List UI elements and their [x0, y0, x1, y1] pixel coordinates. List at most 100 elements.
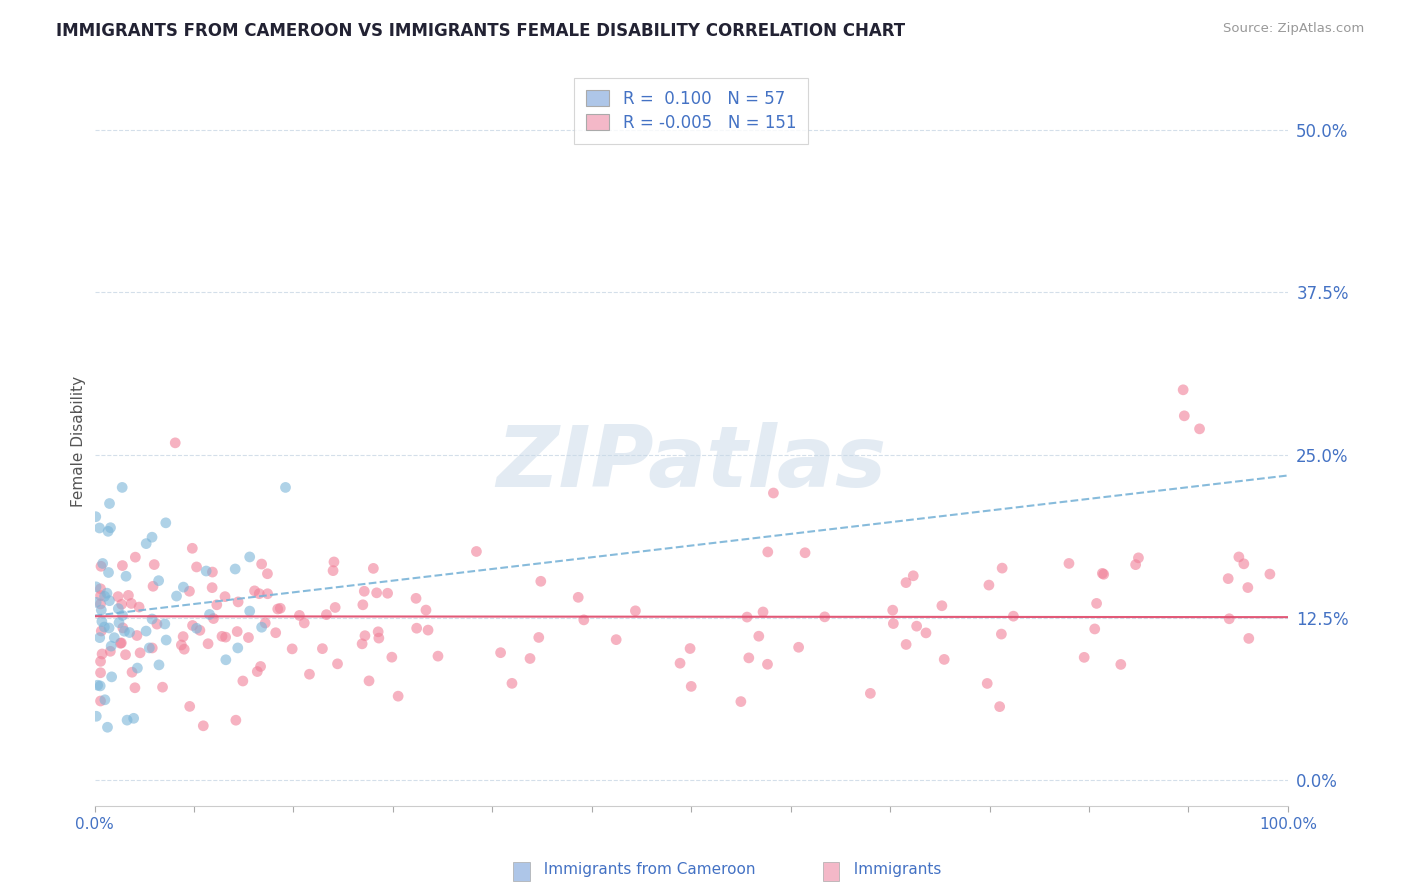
Point — [186, 560, 208, 574]
Point — [226, 595, 249, 609]
Point — [135, 624, 157, 638]
Point — [1237, 581, 1260, 595]
Point — [681, 680, 703, 694]
Point — [905, 619, 928, 633]
Point — [605, 632, 627, 647]
Point — [367, 624, 389, 639]
Point — [250, 620, 273, 634]
Point — [211, 629, 233, 643]
Point — [748, 629, 770, 643]
Point — [934, 652, 956, 666]
Point — [202, 611, 225, 625]
Point — [567, 591, 589, 605]
Point — [405, 621, 427, 635]
Point — [323, 600, 346, 615]
Point — [1218, 612, 1240, 626]
Point — [311, 641, 333, 656]
Point — [256, 587, 278, 601]
Point — [298, 667, 321, 681]
Point — [894, 637, 917, 651]
Text: Immigrants from Cameroon: Immigrants from Cameroon — [534, 863, 756, 877]
Point — [179, 699, 201, 714]
Point — [977, 578, 1000, 592]
Point — [111, 480, 134, 494]
Point — [98, 496, 121, 510]
Point — [170, 638, 193, 652]
Point — [226, 624, 249, 639]
Point — [988, 699, 1011, 714]
Point — [976, 676, 998, 690]
Point — [148, 657, 170, 672]
Point — [91, 647, 114, 661]
Point — [100, 521, 122, 535]
Point — [903, 568, 925, 582]
Point — [111, 608, 134, 623]
Point — [738, 651, 761, 665]
Point — [1227, 549, 1250, 564]
Point — [98, 593, 121, 607]
Point — [465, 544, 488, 558]
Y-axis label: Female Disability: Female Disability — [72, 376, 86, 508]
Point — [93, 590, 115, 604]
Point — [679, 641, 702, 656]
Point — [214, 630, 236, 644]
Point — [247, 587, 270, 601]
Point — [124, 550, 146, 565]
Point — [1092, 567, 1115, 582]
Point — [103, 631, 125, 645]
Point — [96, 586, 118, 600]
Point — [146, 617, 169, 632]
Text: Source: ZipAtlas.com: Source: ZipAtlas.com — [1223, 22, 1364, 36]
Point — [352, 598, 374, 612]
Point — [125, 628, 148, 642]
Point — [787, 640, 810, 655]
Point — [84, 709, 107, 723]
Point — [115, 569, 138, 583]
Text: Immigrants: Immigrants — [844, 863, 941, 877]
Point — [98, 621, 121, 635]
Point — [256, 566, 278, 581]
Point — [357, 673, 380, 688]
Point — [269, 601, 291, 615]
Point — [205, 598, 228, 612]
Point — [381, 650, 404, 665]
Point — [405, 591, 427, 606]
Point — [527, 631, 550, 645]
Point — [86, 678, 108, 692]
Text: IMMIGRANTS FROM CAMEROON VS IMMIGRANTS FEMALE DISABILITY CORRELATION CHART: IMMIGRANTS FROM CAMEROON VS IMMIGRANTS F… — [56, 22, 905, 40]
Point — [762, 486, 785, 500]
Point — [201, 565, 224, 579]
Point — [1188, 422, 1211, 436]
Point — [669, 657, 692, 671]
Point — [90, 665, 112, 680]
Point — [90, 603, 112, 617]
Point — [90, 615, 112, 629]
Point — [201, 581, 224, 595]
Point — [138, 640, 160, 655]
Point — [730, 695, 752, 709]
Point — [1125, 558, 1147, 572]
Point — [894, 575, 917, 590]
Point — [1173, 383, 1195, 397]
Point — [315, 607, 337, 622]
Point — [93, 620, 115, 634]
Point — [90, 654, 112, 668]
Point — [195, 564, 218, 578]
Point — [215, 653, 238, 667]
Point — [89, 631, 111, 645]
Point — [193, 719, 215, 733]
Point — [322, 564, 344, 578]
Point — [756, 657, 779, 672]
Point — [142, 579, 165, 593]
Point — [794, 546, 817, 560]
Point — [489, 646, 512, 660]
Point — [84, 580, 107, 594]
Point — [107, 590, 129, 604]
Point — [110, 636, 132, 650]
Point — [188, 624, 211, 638]
Point — [198, 607, 221, 622]
Point — [239, 604, 262, 618]
Point — [991, 561, 1014, 575]
Point — [111, 558, 134, 573]
Point — [250, 557, 273, 571]
